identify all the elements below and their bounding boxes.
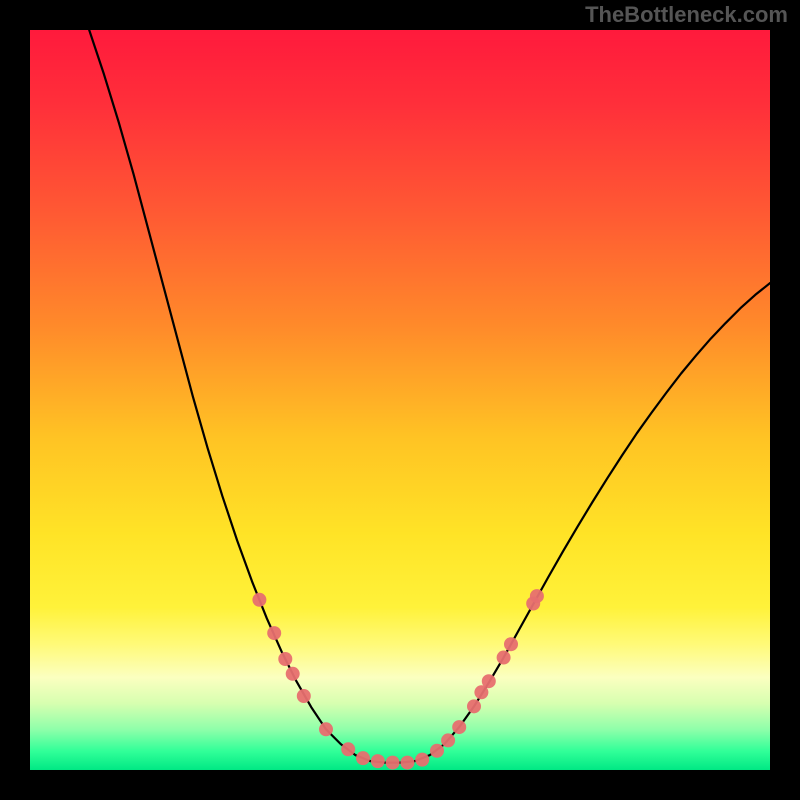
data-marker (371, 754, 385, 768)
data-marker (452, 720, 466, 734)
data-marker (356, 751, 370, 765)
data-marker (467, 699, 481, 713)
data-marker (386, 756, 400, 770)
data-marker (341, 742, 355, 756)
data-marker (319, 722, 333, 736)
data-marker (430, 744, 444, 758)
data-marker (530, 589, 544, 603)
data-marker (441, 733, 455, 747)
data-marker (400, 756, 414, 770)
data-marker (267, 626, 281, 640)
data-marker (482, 674, 496, 688)
data-marker (252, 593, 266, 607)
data-marker (278, 652, 292, 666)
data-marker (286, 667, 300, 681)
data-marker (497, 651, 511, 665)
data-marker (297, 689, 311, 703)
watermark-text: TheBottleneck.com (585, 2, 788, 28)
data-marker (504, 637, 518, 651)
data-marker (415, 753, 429, 767)
bottleneck-chart (0, 0, 800, 800)
gradient-background (30, 30, 770, 770)
